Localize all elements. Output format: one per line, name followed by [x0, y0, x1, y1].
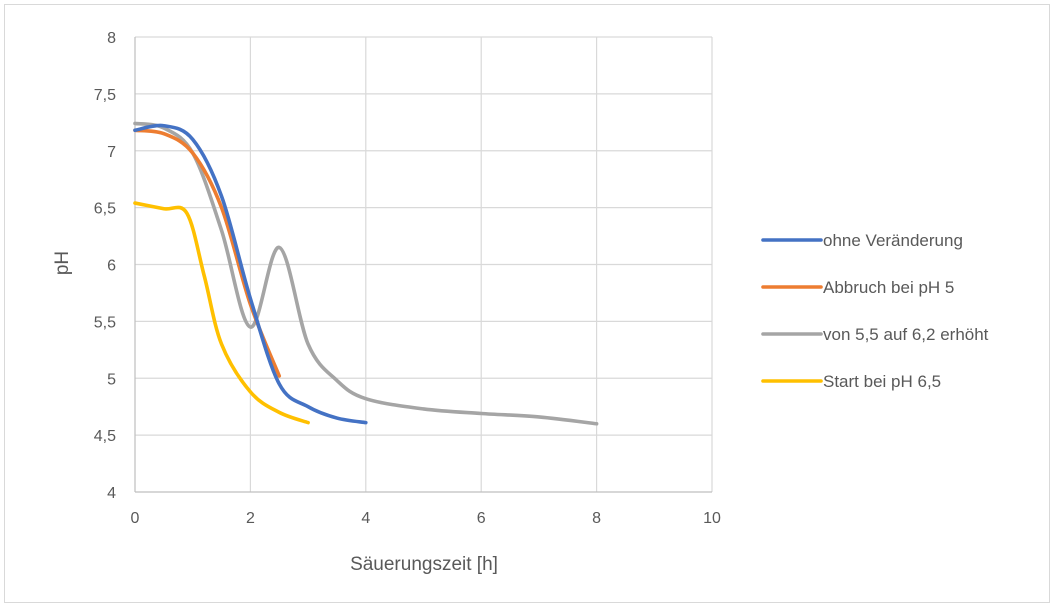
y-tick-label: 7 [107, 144, 116, 161]
y-tick-label: 7,5 [94, 87, 116, 104]
legend: ohne Veränderung Abbruch bei pH 5 von 5,5 … [761, 231, 989, 391]
y-tick-label: 4,5 [94, 428, 116, 445]
x-tick-label: 4 [361, 510, 370, 527]
y-tick-label: 5 [107, 371, 116, 388]
y-tick-label: 6,5 [94, 201, 116, 218]
axes [134, 37, 712, 493]
y-axis-title: pH [52, 251, 73, 275]
legend-label-3: Start bei pH 6,5 [823, 372, 941, 391]
tick-labels: 4 4,5 5 5,5 6 6,5 7 7,5 8 0 2 4 6 8 10 [94, 30, 721, 527]
x-tick-label: 0 [131, 510, 140, 527]
series-line-1 [133, 128, 282, 378]
gridlines [135, 36, 713, 492]
x-tick-label: 2 [246, 510, 255, 527]
series-lines [133, 121, 599, 426]
legend-label-0: ohne Veränderung [823, 231, 963, 250]
legend-label-2: von 5,5 auf 6,2 erhöht [823, 325, 989, 344]
y-tick-label: 8 [107, 30, 116, 47]
x-axis-title: Säuerungszeit [h] [350, 554, 498, 575]
series-line-3 [133, 201, 310, 425]
x-tick-label: 10 [703, 510, 721, 527]
series-line-0 [133, 123, 368, 425]
x-tick-label: 6 [477, 510, 486, 527]
x-tick-label: 8 [592, 510, 601, 527]
chart-frame [4, 4, 1050, 603]
y-tick-label: 5,5 [94, 314, 116, 331]
y-tick-label: 4 [107, 485, 116, 502]
y-tick-label: 6 [107, 258, 116, 275]
legend-label-1: Abbruch bei pH 5 [823, 278, 954, 297]
